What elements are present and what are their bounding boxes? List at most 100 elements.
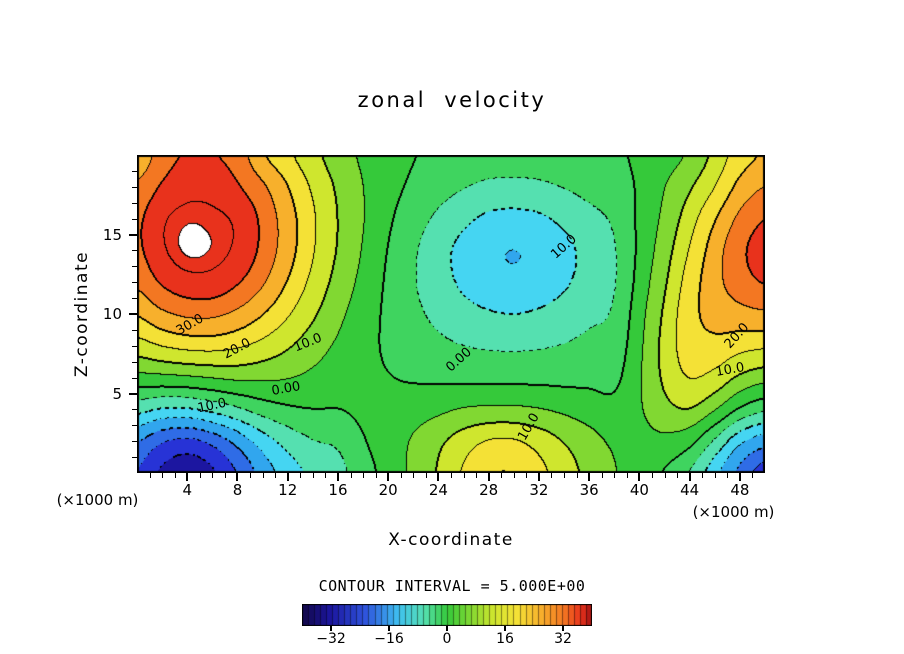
x-minor-tick [727, 473, 729, 478]
colorbar-tick [562, 626, 564, 631]
colorbar-tick-label: −32 [316, 631, 346, 647]
colorbar-tick [330, 626, 332, 631]
axis-unit-label-left: (×1000 m) [56, 491, 139, 509]
x-minor-tick [651, 473, 653, 478]
y-minor-tick [132, 298, 137, 300]
y-minor-tick [132, 457, 137, 459]
x-tick-label: 48 [730, 481, 750, 499]
y-axis-label: Z-coordinate [72, 250, 92, 378]
x-tick [186, 473, 189, 481]
x-tick [537, 473, 540, 481]
y-minor-tick [132, 250, 137, 252]
x-tick [487, 473, 490, 481]
x-tick-label: 28 [479, 481, 499, 499]
y-minor-tick [132, 266, 137, 268]
colorbar-tick [388, 626, 390, 631]
x-minor-tick [425, 473, 427, 478]
x-minor-tick [224, 473, 226, 478]
x-minor-tick [526, 473, 528, 478]
x-minor-tick [501, 473, 503, 478]
x-minor-tick [400, 473, 402, 478]
y-minor-tick [132, 377, 137, 379]
y-minor-tick [132, 186, 137, 188]
colorbar-tick-label: 32 [554, 631, 572, 647]
x-minor-tick [513, 473, 515, 478]
x-tick [688, 473, 691, 481]
x-minor-tick [476, 473, 478, 478]
y-minor-tick [132, 282, 137, 284]
y-minor-tick [132, 329, 137, 331]
colorbar-tick-label: 0 [442, 631, 452, 647]
contour-plot-canvas [137, 155, 765, 473]
x-minor-tick [174, 473, 176, 478]
x-minor-tick [752, 473, 754, 478]
x-tick [638, 473, 641, 481]
x-tick-label: 4 [182, 481, 192, 499]
x-tick-label: 36 [579, 481, 599, 499]
x-tick [236, 473, 239, 481]
y-tick [129, 392, 137, 395]
colorbar-tick [446, 626, 448, 631]
colorbar-tick-label: 16 [496, 631, 514, 647]
x-minor-tick [564, 473, 566, 478]
x-tick [387, 473, 390, 481]
colorbar-tick-label: −16 [374, 631, 404, 647]
x-tick [738, 473, 741, 481]
x-tick-label: 8 [232, 481, 243, 499]
x-minor-tick [714, 473, 716, 478]
x-minor-tick [199, 473, 201, 478]
x-minor-tick [363, 473, 365, 478]
colorbar-canvas [302, 604, 592, 626]
y-minor-tick [132, 218, 137, 220]
x-minor-tick [626, 473, 628, 478]
y-minor-tick [132, 425, 137, 427]
x-minor-tick [702, 473, 704, 478]
x-minor-tick [451, 473, 452, 478]
y-minor-tick [132, 409, 137, 411]
x-tick-label: 32 [529, 481, 549, 499]
x-tick-label: 40 [629, 481, 649, 499]
y-tick [129, 233, 137, 236]
x-axis-label: X-coordinate [388, 530, 514, 550]
x-minor-tick [325, 473, 327, 478]
y-minor-tick [132, 170, 137, 172]
x-tick [286, 473, 289, 481]
x-minor-tick [576, 473, 578, 478]
x-minor-tick [614, 473, 616, 478]
chart-title: zonal velocity [357, 88, 547, 112]
x-minor-tick [350, 473, 352, 478]
y-tick-label: 15 [102, 225, 122, 244]
x-tick-label: 24 [428, 481, 448, 499]
colorbar-tick [504, 626, 506, 631]
y-minor-tick [132, 202, 137, 204]
x-minor-tick [413, 473, 415, 478]
x-minor-tick [375, 473, 377, 478]
y-tick-label: 10 [102, 305, 122, 323]
x-tick-label: 12 [278, 481, 298, 499]
y-tick [129, 313, 137, 315]
x-minor-tick [300, 473, 302, 478]
x-minor-tick [601, 473, 603, 478]
x-tick-label: 44 [680, 481, 700, 499]
contour-interval-note: CONTOUR INTERVAL = 5.000E+00 [318, 577, 586, 595]
x-minor-tick [664, 473, 666, 478]
y-minor-tick [132, 345, 137, 347]
axis-unit-label-right: (×1000 m) [692, 503, 775, 521]
x-minor-tick [250, 473, 252, 478]
y-minor-tick [132, 361, 137, 363]
x-minor-tick [212, 473, 214, 478]
x-tick [588, 473, 591, 481]
y-tick-label: 5 [112, 384, 122, 403]
x-minor-tick [312, 473, 314, 478]
x-tick-label: 16 [328, 481, 348, 499]
x-minor-tick [275, 473, 277, 478]
y-minor-tick [132, 441, 137, 443]
x-minor-tick [677, 473, 679, 478]
x-minor-tick [262, 473, 264, 478]
x-minor-tick [463, 473, 465, 478]
x-tick-label: 20 [378, 481, 398, 499]
x-minor-tick [149, 473, 151, 478]
x-tick [336, 473, 339, 481]
x-tick [437, 473, 440, 481]
